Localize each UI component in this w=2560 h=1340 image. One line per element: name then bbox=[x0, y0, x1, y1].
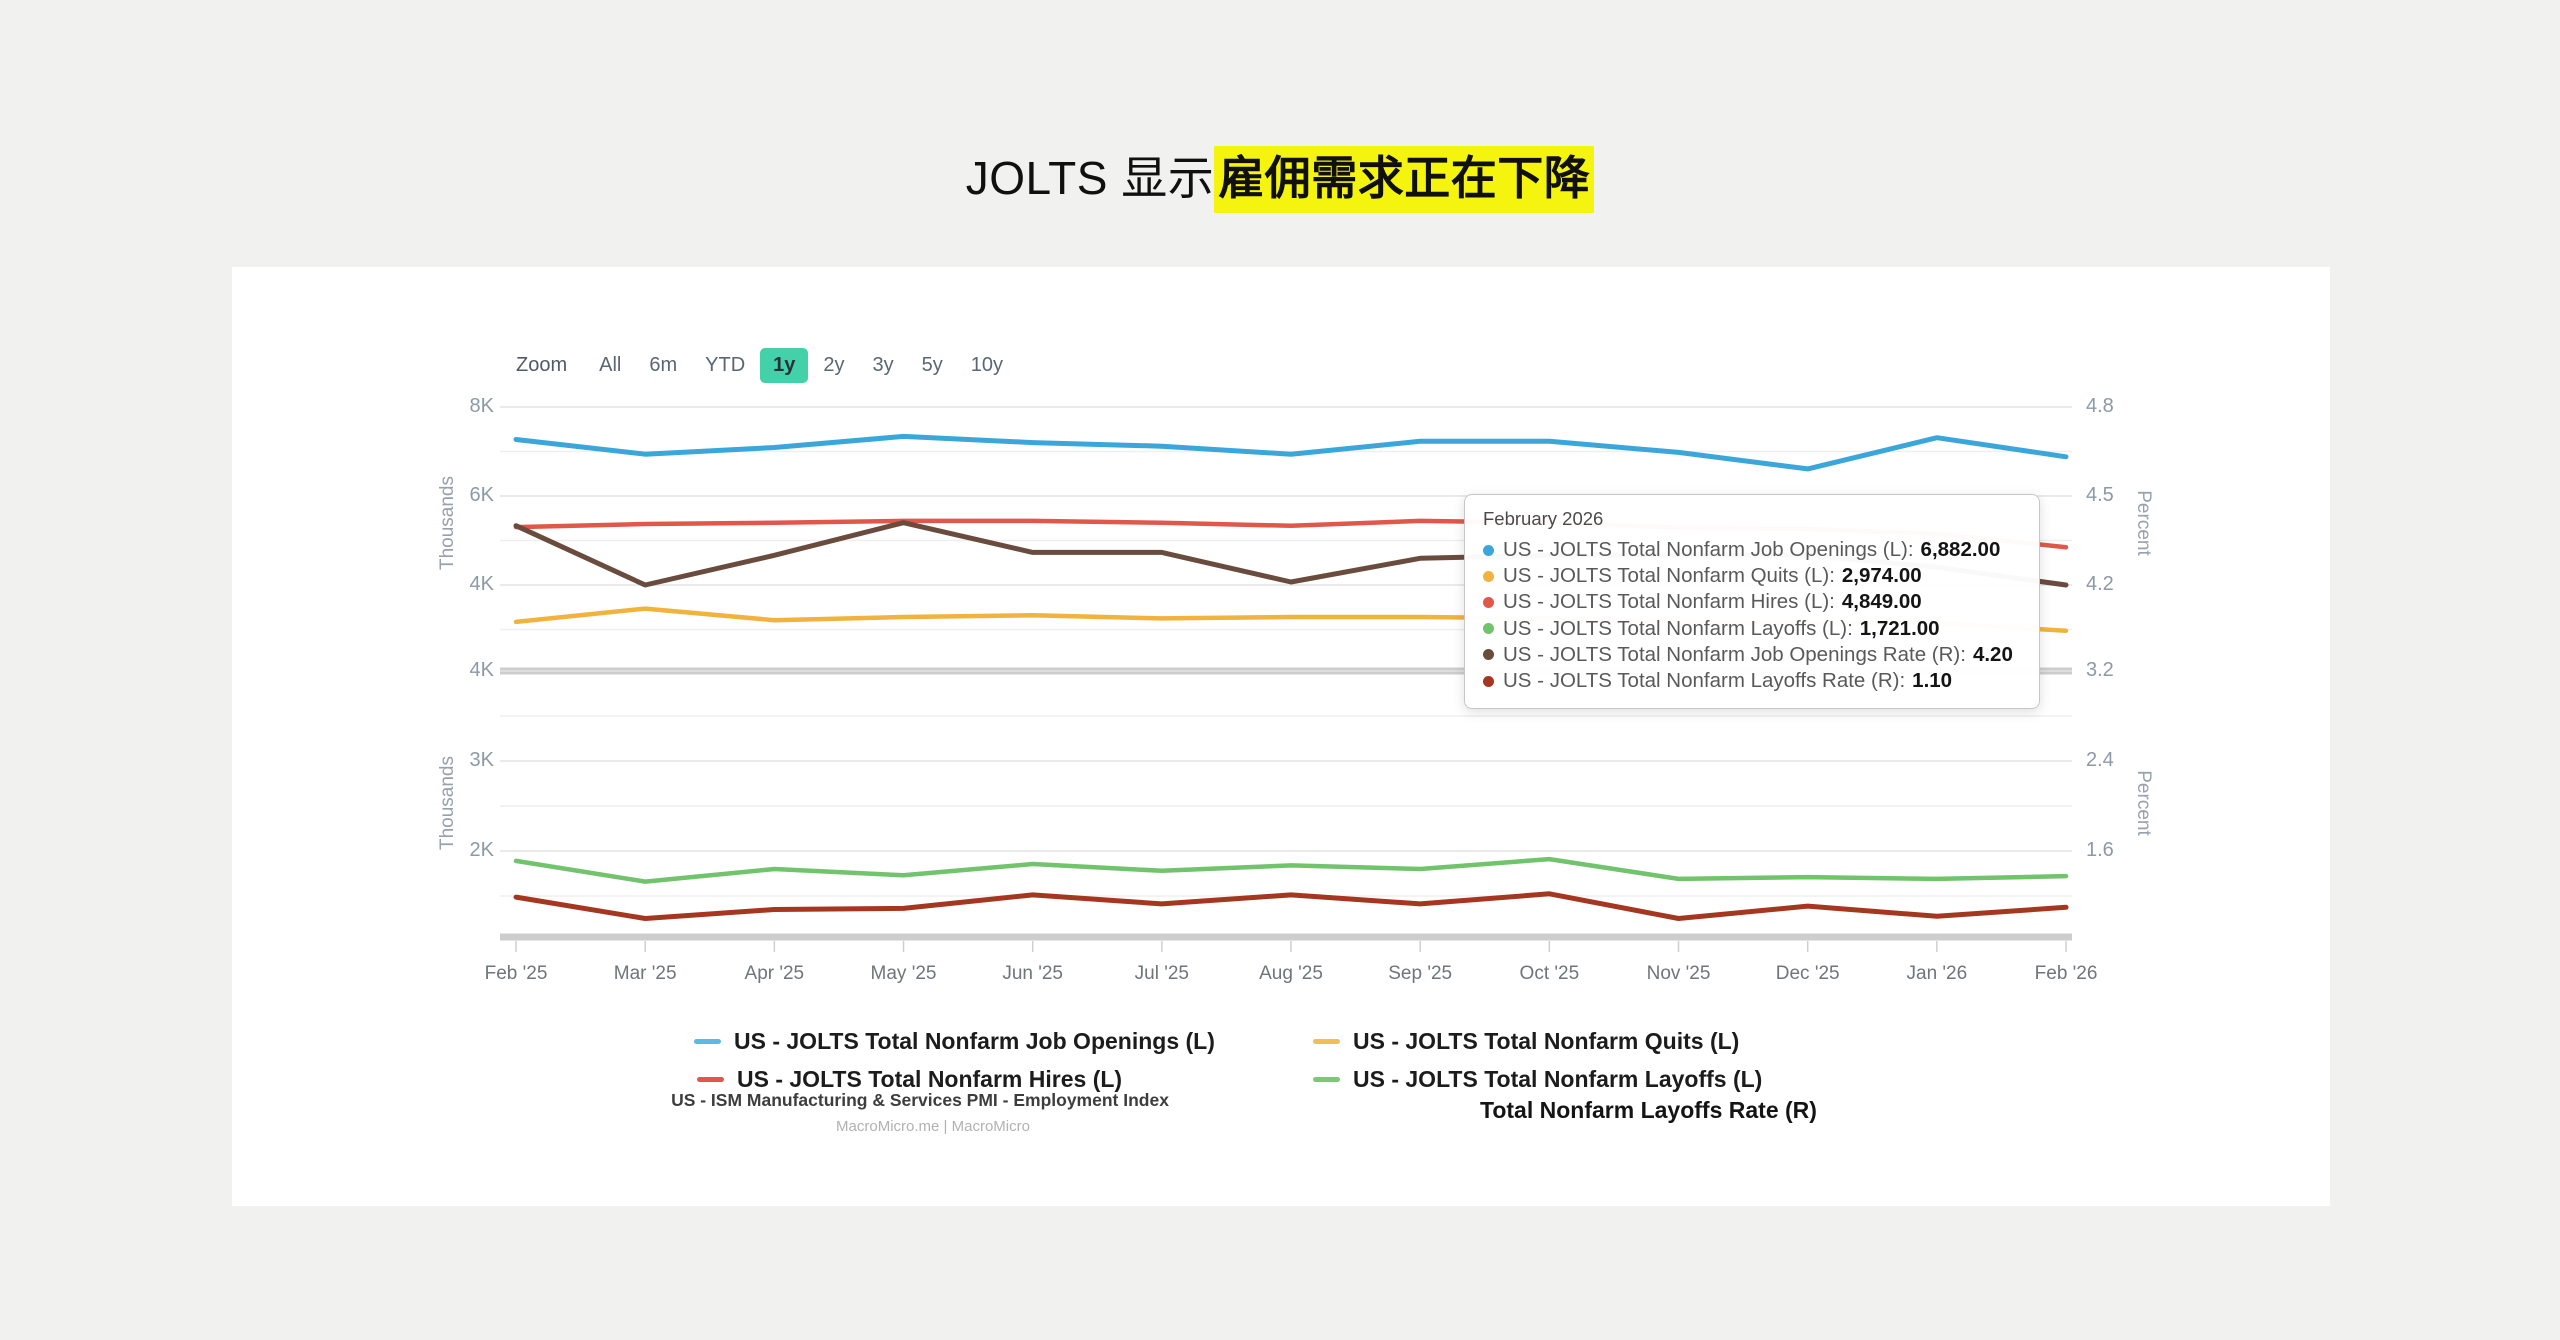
x-axis-label: Oct '25 bbox=[1519, 963, 1580, 984]
tooltip-row: US - JOLTS Total Nonfarm Layoffs Rate (R… bbox=[1483, 668, 2021, 694]
x-axis-label: Nov '25 bbox=[1646, 963, 1711, 984]
page-title-plain: JOLTS 显示 bbox=[965, 152, 1215, 204]
y-axis-label-right: 3.2 bbox=[2086, 659, 2114, 681]
tooltip-series-value: 4.20 bbox=[1972, 642, 2013, 666]
tooltip-series-label: US - JOLTS Total Nonfarm Hires (L): bbox=[1503, 590, 1835, 614]
series-line-0 bbox=[513, 433, 2069, 472]
series-line-4 bbox=[513, 856, 2069, 884]
tooltip-series-label: US - JOLTS Total Nonfarm Layoffs (L): bbox=[1503, 616, 1853, 640]
x-axis-label: Jul '25 bbox=[1134, 963, 1189, 984]
x-axis-label: Apr '25 bbox=[744, 963, 805, 984]
chart-tooltip: February 2026 US - JOLTS Total Nonfarm J… bbox=[1464, 494, 2040, 710]
legend-item-label: US - JOLTS Total Nonfarm Job Openings (L… bbox=[734, 1028, 1215, 1054]
page-title-highlight: 雇佣需求正在下降 bbox=[1214, 146, 1595, 213]
legend-dash-icon bbox=[1313, 1039, 1340, 1044]
tooltip-row: US - JOLTS Total Nonfarm Job Openings Ra… bbox=[1483, 642, 2021, 668]
y-axis-label-left: 2K bbox=[469, 839, 494, 861]
legend-item-label: US - JOLTS Total Nonfarm Hires (L) bbox=[737, 1066, 1123, 1092]
tooltip-row: US - JOLTS Total Nonfarm Job Openings (L… bbox=[1483, 537, 2021, 563]
series-dot-icon bbox=[1483, 675, 1494, 687]
tooltip-series-label: US - JOLTS Total Nonfarm Layoffs Rate (R… bbox=[1503, 669, 1906, 693]
tooltip-series-label: US - JOLTS Total Nonfarm Job Openings Ra… bbox=[1503, 642, 1966, 666]
x-axis-label: Aug '25 bbox=[1259, 963, 1323, 984]
tooltip-rows: US - JOLTS Total Nonfarm Job Openings (L… bbox=[1483, 537, 2021, 694]
legend-item-label: US - JOLTS Total Nonfarm Quits (L) bbox=[1353, 1028, 1740, 1054]
range-button-6m[interactable]: 6m bbox=[649, 354, 678, 376]
chart-card bbox=[232, 267, 2330, 1206]
range-button-all[interactable]: All bbox=[599, 354, 622, 376]
watermark: MacroMicro.me | MacroMicro bbox=[836, 1118, 1030, 1135]
page-title: JOLTS 显示雇佣需求正在下降 bbox=[0, 142, 2560, 213]
tooltip-series-value: 1.10 bbox=[1912, 669, 1953, 693]
range-buttons: All 6m YTD 1y 2y 3y 5y 10y bbox=[599, 348, 1031, 383]
tooltip-series-value: 2,974.00 bbox=[1841, 564, 1922, 588]
legend-dash-icon bbox=[1313, 1077, 1340, 1082]
tooltip-row: US - JOLTS Total Nonfarm Quits (L): 2,974… bbox=[1483, 563, 2021, 589]
y-axis-label-right: 1.6 bbox=[2086, 839, 2114, 861]
zoom-label: Zoom bbox=[516, 354, 568, 376]
y-axis-label-right: 2.4 bbox=[2086, 749, 2114, 771]
y-axis-label-right: 4.5 bbox=[2086, 484, 2114, 506]
y-axis-label-left: 3K bbox=[469, 749, 494, 771]
tooltip-series-label: US - JOLTS Total Nonfarm Job Openings (L… bbox=[1503, 538, 1914, 562]
series-dot-icon bbox=[1483, 649, 1494, 661]
y-axis-title-thousands: Thousands bbox=[437, 756, 458, 851]
y-axis-label-right: 4.8 bbox=[2086, 395, 2114, 417]
series-dot-icon bbox=[1483, 623, 1494, 635]
chart-subtitle: US - ISM Manufacturing & Services PMI - … bbox=[671, 1090, 1169, 1110]
y-axis-title-percent: Percent bbox=[2133, 490, 2154, 556]
tooltip-title: February 2026 bbox=[1483, 508, 1604, 529]
range-toolbar: Zoom All 6m YTD 1y 2y 3y 5y 10y bbox=[516, 348, 1031, 383]
x-axis-label: May '25 bbox=[870, 963, 937, 984]
x-axis-label: Mar '25 bbox=[613, 963, 677, 984]
range-button-10y[interactable]: 10y bbox=[970, 354, 1004, 376]
x-axis-label: Feb '25 bbox=[484, 963, 548, 984]
range-button-ytd[interactable]: YTD bbox=[705, 354, 746, 376]
x-axis-label: Dec '25 bbox=[1775, 963, 1840, 984]
legend-item-layoffs-rate[interactable]: Total Nonfarm Layoffs Rate (R) bbox=[1480, 1097, 1817, 1123]
x-axis-label: Sep '25 bbox=[1388, 963, 1453, 984]
range-button-3y[interactable]: 3y bbox=[872, 354, 894, 376]
tooltip-series-label: US - JOLTS Total Nonfarm Quits (L): bbox=[1503, 564, 1835, 588]
series-dot-icon bbox=[1483, 570, 1494, 582]
x-axis-label: Feb '26 bbox=[2034, 963, 2098, 984]
legend-dash-icon bbox=[694, 1039, 721, 1044]
legend-dash-icon bbox=[697, 1077, 724, 1082]
y-axis-label-left: 4K bbox=[469, 573, 494, 595]
tooltip-series-value: 6,882.00 bbox=[1920, 538, 2001, 562]
legend-item[interactable]: US - JOLTS Total Nonfarm Job Openings (L… bbox=[694, 1028, 1215, 1055]
tooltip-series-value: 1,721.00 bbox=[1859, 616, 1940, 640]
x-axis-label: Jun '25 bbox=[1002, 963, 1064, 984]
y-axis-label-right: 4.2 bbox=[2086, 573, 2114, 595]
y-axis-label-left: 8K bbox=[469, 395, 494, 417]
pane-separator-bar bbox=[500, 933, 2072, 941]
range-button-1y[interactable]: 1y bbox=[760, 348, 809, 383]
y-axis-title-percent: Percent bbox=[2133, 770, 2154, 836]
tooltip-row: US - JOLTS Total Nonfarm Layoffs (L): 1,7… bbox=[1483, 616, 2021, 642]
legend-item[interactable]: US - JOLTS Total Nonfarm Layoffs (L) bbox=[1313, 1066, 1762, 1093]
series-dot-icon bbox=[1483, 544, 1494, 556]
range-button-5y[interactable]: 5y bbox=[921, 354, 943, 376]
tooltip-series-value: 4,849.00 bbox=[1841, 590, 1922, 614]
legend-item[interactable]: US - JOLTS Total Nonfarm Quits (L) bbox=[1313, 1028, 1739, 1055]
y-axis-label-left: 6K bbox=[469, 484, 494, 506]
x-axis-label: Jan '26 bbox=[1906, 963, 1968, 984]
y-axis-title-thousands: Thousands bbox=[437, 476, 458, 571]
legend-item[interactable]: US - JOLTS Total Nonfarm Hires (L) bbox=[697, 1066, 1122, 1093]
y-axis-label-left: 4K bbox=[469, 659, 494, 681]
tooltip-row: US - JOLTS Total Nonfarm Hires (L): 4,849… bbox=[1483, 589, 2021, 615]
legend-item-label: US - JOLTS Total Nonfarm Layoffs (L) bbox=[1353, 1066, 1763, 1092]
range-button-2y[interactable]: 2y bbox=[823, 354, 845, 376]
series-dot-icon bbox=[1483, 596, 1494, 608]
series-line-5 bbox=[513, 891, 2069, 921]
